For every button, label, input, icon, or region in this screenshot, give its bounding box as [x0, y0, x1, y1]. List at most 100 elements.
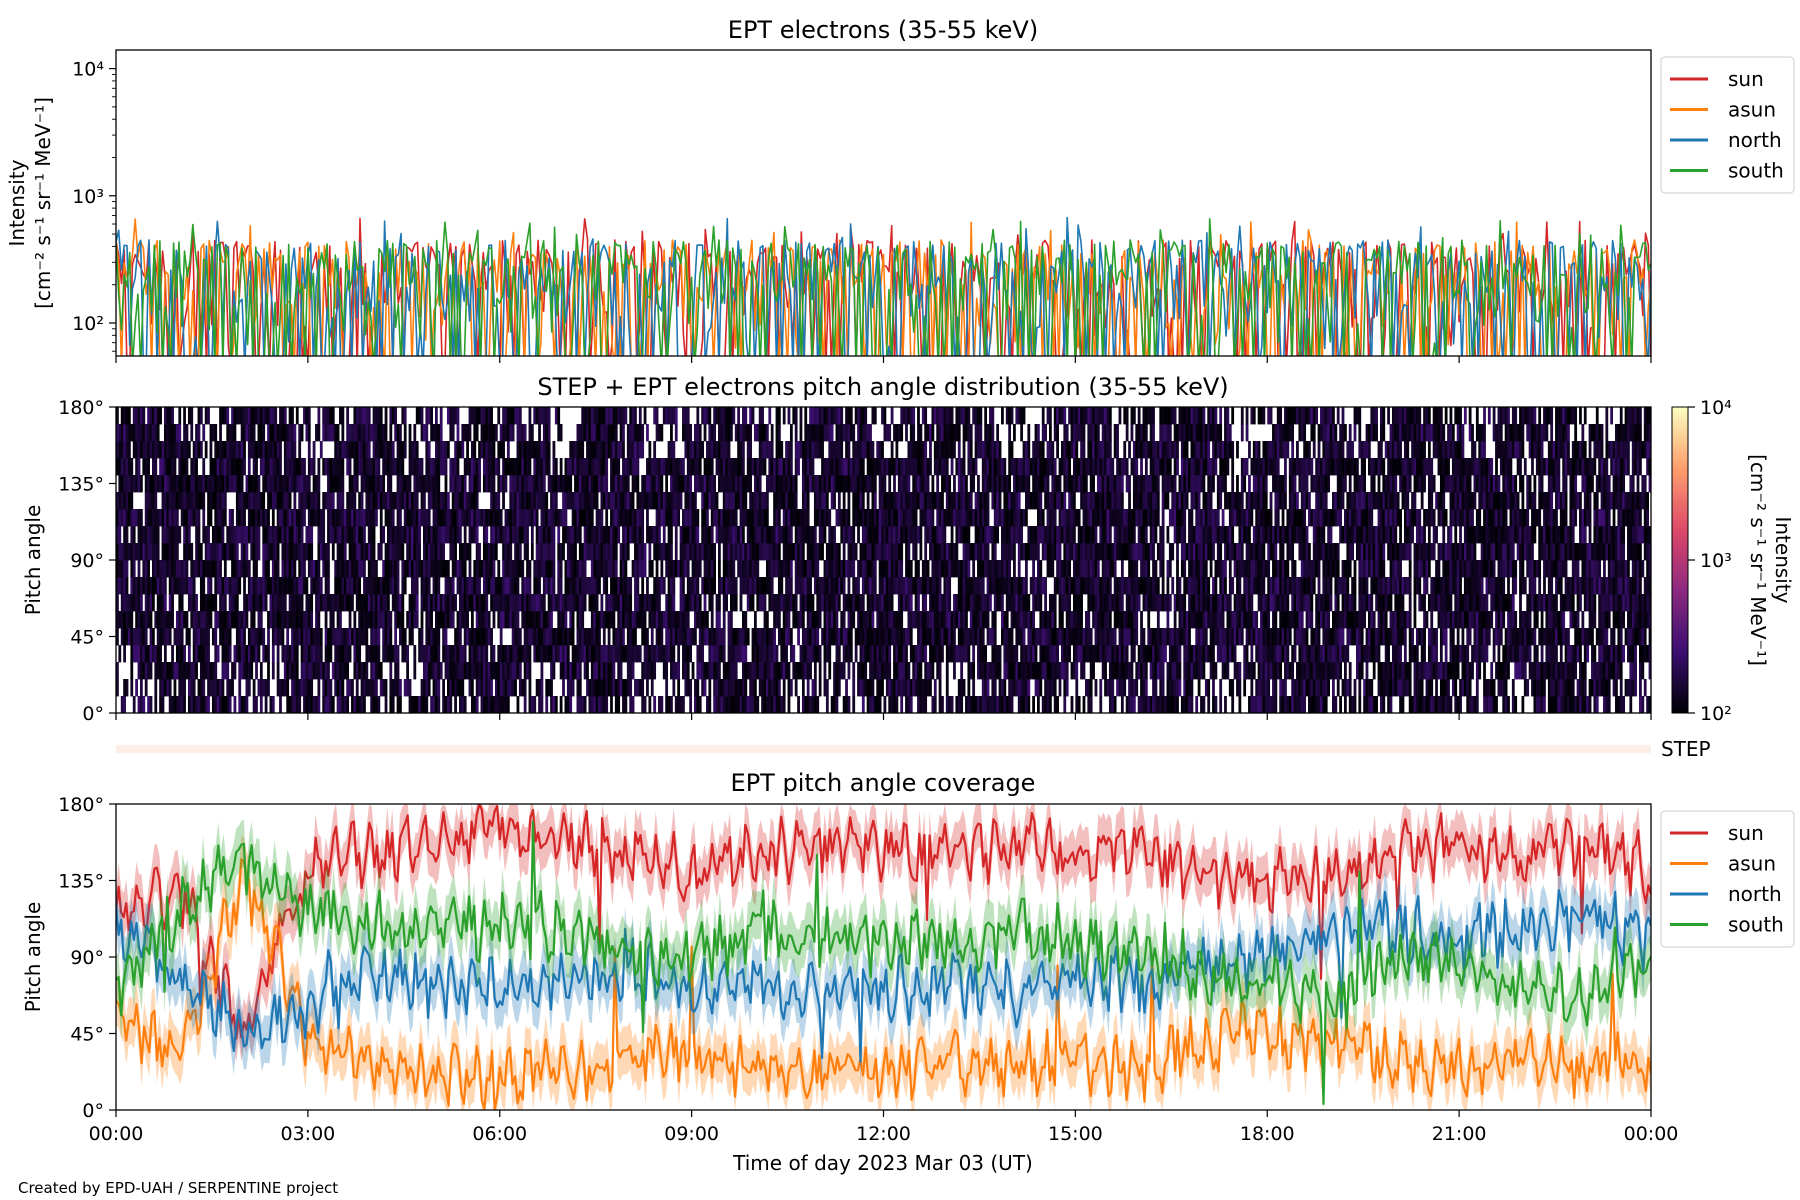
pad-cell: [564, 560, 568, 578]
pad-cell: [660, 577, 664, 595]
pad-cell: [123, 492, 126, 510]
pad-cell: [163, 424, 167, 442]
pad-cell: [881, 458, 884, 476]
pad-cell: [219, 526, 222, 544]
pad-cell: [749, 509, 752, 527]
pad-cell: [653, 526, 657, 544]
pad-cell: [283, 526, 287, 544]
pad-cell: [451, 662, 455, 680]
pad-cell: [264, 526, 268, 544]
pad-cell: [118, 577, 122, 595]
pad-cell: [646, 458, 649, 476]
pad-cell: [691, 492, 695, 510]
pad-cell: [593, 577, 597, 595]
pad-cell: [449, 424, 453, 442]
pad-cell: [257, 492, 261, 510]
pad-cell: [348, 458, 352, 476]
pad-cell: [379, 662, 383, 680]
pad-cell: [470, 594, 474, 612]
pad-cell: [864, 475, 868, 493]
pad-cell: [720, 407, 724, 425]
pad-cell: [706, 526, 709, 544]
pad-cell: [130, 424, 134, 442]
pad-cell: [399, 594, 402, 612]
pad-cell: [612, 475, 616, 493]
pad-cell: [566, 475, 570, 493]
pad-cell: [660, 645, 664, 663]
pad-cell: [396, 458, 400, 476]
pad-cell: [840, 560, 844, 578]
pad-cell: [730, 407, 733, 425]
pad-cell: [255, 458, 258, 476]
pad-cell: [370, 526, 374, 544]
pad-cell: [123, 407, 126, 425]
pad-cell: [682, 424, 685, 442]
pad-cell: [631, 492, 635, 510]
pad-cell: [917, 407, 920, 425]
pad-cell: [801, 441, 805, 459]
pad-cell: [195, 696, 198, 713]
pad-cell: [252, 560, 256, 578]
pad-cell: [204, 696, 208, 713]
pad-cell: [845, 526, 848, 544]
pad-cell: [847, 611, 851, 629]
pad-cell: [250, 424, 254, 442]
pad-cell: [780, 560, 784, 578]
pad-cell: [163, 611, 167, 629]
pad-cell: [149, 407, 153, 425]
pad-cell: [367, 458, 371, 476]
pad-cell: [396, 441, 400, 459]
pad-cell: [576, 509, 580, 527]
pad-cell: [854, 577, 858, 595]
pad-cell: [588, 696, 592, 713]
pad-cell: [533, 407, 537, 425]
pad-cell: [382, 611, 386, 629]
pad-cell: [574, 662, 577, 680]
pad-cell: [638, 526, 642, 544]
pad-cell: [149, 441, 153, 459]
pad-cell: [773, 458, 776, 476]
pad-cell: [341, 424, 345, 442]
pad-cell: [252, 492, 256, 510]
pad-cell: [708, 696, 712, 713]
pad-cell: [305, 492, 309, 510]
pad-cell: [777, 526, 781, 544]
pad-cell: [197, 645, 201, 663]
pad-cell: [569, 475, 573, 493]
pad-cell: [144, 628, 148, 646]
pad-cell: [252, 577, 256, 595]
pad-cell: [883, 628, 887, 646]
pad-cell: [658, 543, 661, 561]
pad-cell: [569, 441, 573, 459]
pad-cell: [415, 475, 419, 493]
pad-cell: [139, 424, 143, 442]
pad-cell: [545, 441, 549, 459]
pad-cell: [180, 492, 184, 510]
pad-cell: [298, 424, 302, 442]
pad-cell: [686, 407, 690, 425]
pad-cell: [869, 509, 872, 527]
pad-cell: [377, 662, 381, 680]
pad-cell: [384, 441, 388, 459]
pad-cell: [885, 577, 889, 595]
pad-cell: [166, 441, 170, 459]
pad-cell: [370, 475, 374, 493]
pad-cell: [854, 407, 858, 425]
pad-cell: [494, 662, 498, 680]
pad-cell: [303, 509, 306, 527]
pad-cell: [238, 662, 242, 680]
pad-cell: [118, 645, 122, 663]
pad-cell: [888, 560, 892, 578]
pad-cell: [293, 509, 297, 527]
pad-cell: [763, 628, 767, 646]
pad-cell: [535, 543, 539, 561]
pad-cell: [665, 611, 669, 629]
pad-cell: [871, 577, 875, 595]
pad-cell: [252, 611, 256, 629]
pad-cell: [535, 594, 539, 612]
pad-cell: [746, 594, 750, 612]
pad-cell: [741, 543, 745, 561]
pad-cell: [713, 441, 717, 459]
pad-cell: [449, 458, 453, 476]
pad-cell: [470, 679, 474, 697]
